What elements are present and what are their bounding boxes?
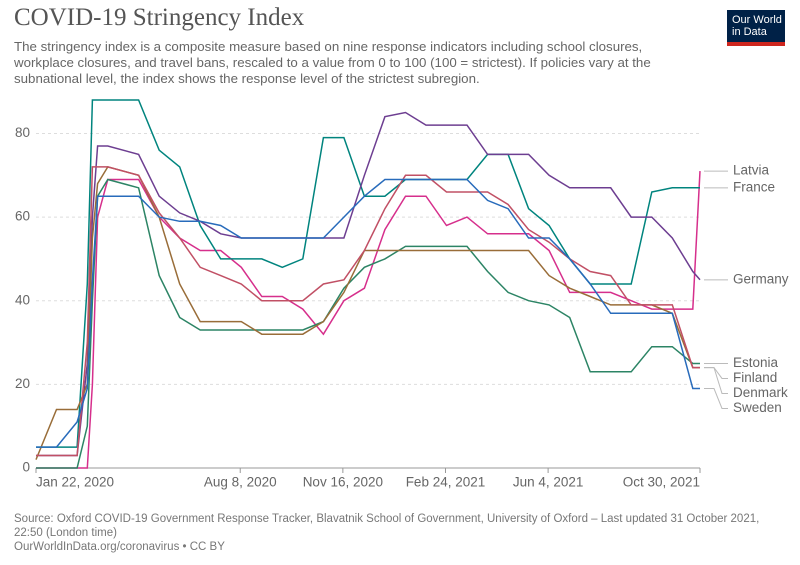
chart-title: COVID-19 Stringency Index — [14, 4, 305, 31]
series-line — [36, 166, 700, 457]
legend-label: Denmark — [733, 385, 788, 400]
logo[interactable]: Our World in Data — [727, 10, 785, 46]
series-line — [35, 166, 700, 460]
source-note: Source: Oxford COVID-19 Government Respo… — [14, 513, 760, 539]
chart-subtitle: The stringency index is a composite meas… — [14, 39, 651, 86]
series-line — [36, 178, 700, 448]
series-line — [36, 171, 701, 469]
footer: Source: Oxford COVID-19 Government Respo… — [14, 512, 774, 554]
y-tick-label: 0 — [22, 460, 30, 475]
legend-connector — [704, 388, 728, 409]
y-tick-label: 60 — [15, 209, 30, 224]
x-tick-label: Jan 22, 2020 — [36, 475, 114, 490]
series-line — [36, 178, 700, 469]
y-tick-label: 40 — [15, 292, 30, 307]
x-tick-label: Jun 4, 2021 — [513, 475, 584, 490]
legend-label: Germany — [733, 271, 789, 286]
legend-label: Estonia — [733, 355, 779, 370]
series-line — [36, 99, 700, 448]
footer-link[interactable]: OurWorldInData.org/coronavirus • CC BY — [14, 541, 225, 553]
legend-label: Finland — [733, 370, 777, 385]
x-tick-label: Oct 30, 2021 — [623, 475, 700, 490]
y-tick-label: 20 — [15, 376, 30, 391]
legend-label: Sweden — [733, 400, 782, 415]
x-tick-label: Aug 8, 2020 — [204, 475, 277, 490]
legend-label: France — [733, 179, 775, 194]
legend-label: Latvia — [733, 163, 770, 178]
y-tick-label: 80 — [15, 125, 30, 140]
x-tick-label: Nov 16, 2020 — [303, 475, 383, 490]
legend-connector — [704, 367, 728, 394]
x-tick-label: Feb 24, 2021 — [406, 475, 486, 490]
